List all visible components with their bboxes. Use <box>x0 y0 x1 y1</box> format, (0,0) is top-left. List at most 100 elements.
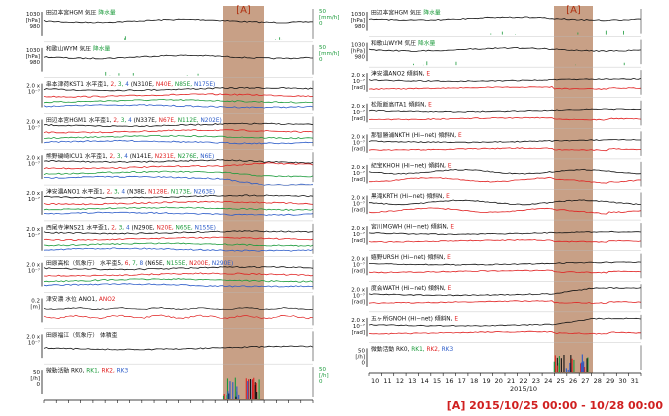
series-R-9-E <box>368 300 642 305</box>
highlight-band-L <box>223 6 264 400</box>
ylabel-top-L-8: 0.2 <box>31 299 40 305</box>
ylabel-top-L-10: 50 <box>33 370 40 376</box>
ylabel-mid-R-8: 10⁻⁷ <box>353 262 365 269</box>
series-L-5-ch4 <box>43 211 314 216</box>
ylabel-top-R-6: 2.0 x <box>351 196 365 202</box>
series-L-5-ch3 <box>43 206 314 211</box>
x-tick-label-15: 15 <box>433 377 441 385</box>
x-tick-label-21: 21 <box>507 377 515 385</box>
yr-top-L-10: 50 <box>319 367 326 373</box>
series-L-3-ch4 <box>43 139 313 145</box>
ylabel-mid-L-1: [hPa] <box>26 54 40 60</box>
ylabel-top-L-0: 1030 <box>26 12 40 18</box>
x-month-label: 2015/10 <box>510 385 537 393</box>
panel-title-R-11: 微動活動 RK0, RK1, RK2, RK3 <box>371 345 453 353</box>
series-R-6-N <box>369 199 642 206</box>
x-tick-label-16: 16 <box>445 377 453 385</box>
ylabel-mid-R-4: 10⁻⁷ <box>353 139 365 146</box>
series-L-3-ch3 <box>43 134 314 140</box>
series-L-2-ch1 <box>43 86 314 92</box>
yr-top-L-1: 50 <box>319 45 326 51</box>
ylabel-top-R-1: 1030 <box>351 43 365 49</box>
series-L-5-ch2 <box>43 200 314 206</box>
ylabel-top-R-9: 2.0 x <box>351 287 365 293</box>
ylabel-top-R-3: 2.0 x <box>351 104 365 110</box>
ylabel-mid-R-3: 10⁻⁷ <box>353 109 365 116</box>
panel-title-R-7: 宮川MGWH (Hi−net) 傾斜N, E <box>371 223 454 231</box>
series-R-5-E <box>369 176 642 184</box>
x-tick-label-25: 25 <box>556 377 564 385</box>
ylabel-mid-L-3: 10⁻⁷ <box>28 124 40 131</box>
series-L-3-ch2 <box>43 129 314 134</box>
ylabel-bot-R-9: [rad] <box>352 299 365 305</box>
series-R-0-pressure <box>368 16 642 22</box>
panel-title-R-5: 紀宝KHOH (Hi−net) 傾斜N, E <box>371 161 452 169</box>
series-R-8-N <box>368 261 642 266</box>
x-tick-label-26: 26 <box>569 377 577 385</box>
panel-title-L-3: 田辺本宮HGM1 水平歪1, 2, 3, 4 (N337E, N67E, N11… <box>46 116 222 124</box>
ylabel-mid-L-4: 10⁻⁷ <box>28 160 40 167</box>
ylabel-top-L-9: 2.0 x <box>26 334 40 340</box>
ylabel-mid-L-0: [hPa] <box>26 18 40 24</box>
ylabel-mid-R-2: 10⁻⁷ <box>353 78 365 85</box>
ylabel-bot-R-8: [rad] <box>352 269 365 275</box>
series-L-7-ch2 <box>43 272 314 277</box>
series-R-10-N <box>368 317 642 327</box>
ylabel-top-L-7: 2.0 x <box>26 263 40 269</box>
ylabel-mid-R-0: [hPa] <box>351 18 365 24</box>
ylabel-mid-L-6: 10⁻⁷ <box>28 232 40 239</box>
x-tick-label-11: 11 <box>383 377 391 385</box>
panel-title-R-8: 嬉野URSH (Hi−net) 傾斜N, E <box>371 253 451 261</box>
series-R-3-E <box>368 116 642 121</box>
series-L-0-pressure <box>43 18 314 24</box>
panel-title-L-1: 和歌山WYM 気圧 降水量 <box>46 44 111 52</box>
ylabel-top-R-0: 1030 <box>351 12 365 18</box>
x-tick-label-10: 10 <box>371 377 379 385</box>
x-tick-label-19: 19 <box>482 377 490 385</box>
x-tick-label-27: 27 <box>581 377 589 385</box>
ylabel-bot-R-0: 980 <box>355 24 366 30</box>
panel-title-L-5: 津安濃ANO1 水平歪1, 2, 3, 4 (N38E, N128E, N173… <box>46 188 215 196</box>
yr-mid-L-0: [mm/h] <box>319 15 339 21</box>
series-L-5-ch1 <box>43 194 314 199</box>
ylabel-mid-R-6: 10⁻⁷ <box>353 201 365 208</box>
ylabel-bot-L-1: 980 <box>30 60 41 66</box>
x-tick-label-24: 24 <box>544 377 552 385</box>
yr-bot-L-0: 0 <box>319 21 323 27</box>
series-R-7-N <box>368 230 642 236</box>
panel-title-L-7: 田原高松（気象庁） 水平歪5, 6, 7, 8 (N65E, N155E, N2… <box>46 259 233 267</box>
series-L-4-ch4 <box>44 175 314 186</box>
series-R-1-pressure <box>368 46 642 52</box>
series-L-2-ch3 <box>43 99 314 104</box>
series-R-7-E <box>368 239 642 243</box>
ylabel-top-R-4: 2.0 x <box>351 134 365 140</box>
series-L-7-ch3 <box>43 278 314 283</box>
panel-title-R-4: 那智勝浦NKTH (Hi−net) 傾斜N, E <box>371 131 462 139</box>
ylabel-mid-L-7: 10⁻⁷ <box>28 268 40 275</box>
series-L-2-ch4 <box>43 104 314 109</box>
series-R-2-N <box>368 77 642 83</box>
series-L-8-ano2 <box>43 314 314 320</box>
x-tick-label-28: 28 <box>594 377 602 385</box>
panel-title-R-3: 松阪飯高ITA1 傾斜N, E <box>371 100 432 108</box>
ylabel-bot-L-10: 0 <box>37 382 41 388</box>
ylabel-top-L-2: 2.0 x <box>26 84 40 90</box>
ylabel-mid-L-8: [m] <box>30 305 40 311</box>
panel-title-R-1: 和歌山WYM 気圧 降水量 <box>371 39 436 47</box>
x-tick-label-18: 18 <box>470 377 478 385</box>
ylabel-top-R-7: 2.0 x <box>351 226 365 232</box>
series-L-6-ch3 <box>43 242 314 247</box>
ylabel-mid-R-11: [/h] <box>355 354 365 360</box>
x-tick-label-13: 13 <box>408 377 416 385</box>
series-R-3-N <box>368 108 642 113</box>
ylabel-top-R-10: 2.0 x <box>351 318 365 324</box>
ylabel-top-R-8: 2.0 x <box>351 257 365 263</box>
ylabel-bot-R-5: [rad] <box>352 177 365 183</box>
ylabel-top-R-5: 2.0 x <box>351 165 365 171</box>
series-L-4-ch2 <box>43 162 314 170</box>
ylabel-bot-L-0: 980 <box>30 24 41 30</box>
series-R-2-E <box>368 86 642 90</box>
x-tick-label-23: 23 <box>532 377 540 385</box>
series-L-6-ch2 <box>43 236 314 242</box>
